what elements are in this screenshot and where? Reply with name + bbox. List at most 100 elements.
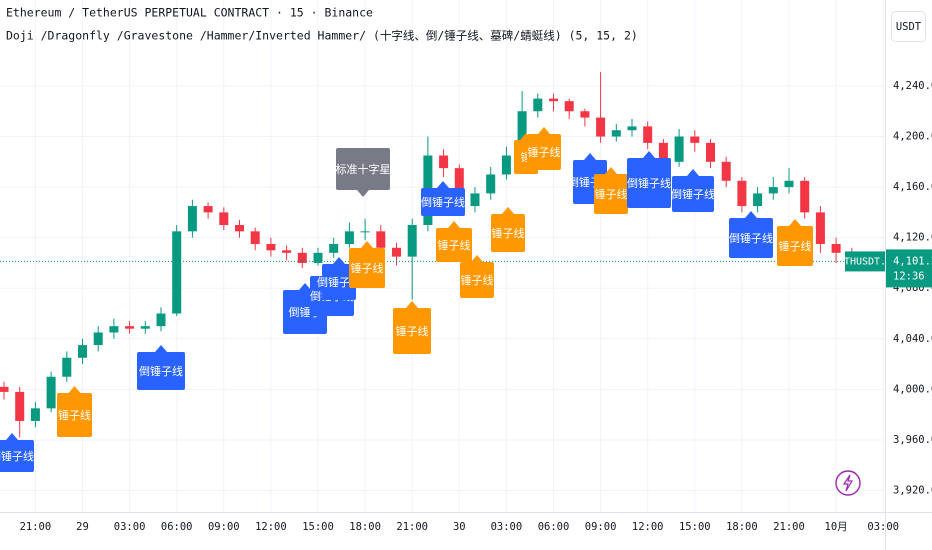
currency-button[interactable]	[891, 11, 926, 42]
candle-body	[376, 231, 386, 248]
pattern-label-box	[57, 393, 92, 437]
candle-body	[800, 180, 810, 213]
pattern-label-arrow	[155, 345, 167, 352]
pattern-label-text: 锤子线	[396, 324, 429, 338]
candle-body	[643, 126, 653, 143]
pattern-label-arrow	[643, 151, 655, 158]
pattern-label-text: 倒锤子线	[139, 364, 183, 378]
candle-body	[784, 180, 794, 188]
pattern-label: 倒锤子线	[0, 433, 34, 472]
x-tick-label: 15:00	[302, 521, 334, 533]
pattern-label-arrow	[584, 153, 596, 160]
pattern-label-box	[672, 176, 714, 212]
candle-body	[360, 231, 370, 233]
pattern-label: 标准十字星	[336, 148, 391, 197]
pattern-label-box	[777, 226, 813, 266]
pattern-label-arrow	[6, 433, 18, 440]
x-tick-label: 03:00	[491, 521, 523, 533]
candle-body	[46, 376, 56, 409]
pattern-label-text: 锤子线	[779, 239, 812, 253]
pattern-label: 锤子线	[527, 127, 561, 170]
pattern-label-text: 锤子线	[595, 187, 628, 201]
y-tick-label: 3,960.00	[893, 434, 932, 446]
pattern-label: 倒锤子线	[137, 345, 185, 390]
pattern-label-arrow	[437, 181, 449, 188]
pattern-label-box	[491, 214, 525, 252]
candle-body	[533, 98, 543, 112]
candle-body	[235, 225, 244, 232]
x-tick-label: 15:00	[679, 521, 711, 533]
pattern-label-arrow	[333, 257, 345, 264]
candle-body	[658, 142, 668, 162]
candle-body	[313, 252, 323, 263]
candle-body	[737, 180, 747, 207]
y-tick-label: 3,920.00	[893, 485, 932, 497]
pattern-label-text: 标准十字星	[336, 162, 391, 176]
candle-body	[690, 136, 700, 143]
candle-body	[706, 142, 715, 162]
pattern-label: 锤子线	[436, 221, 472, 262]
pattern-label-arrow	[448, 221, 460, 228]
pattern-label-box	[137, 352, 185, 390]
annotations: 倒锤子线锤子线倒锤子线倒锤子倒锤子线倒锤子线锤子线标准十字星倒锤子线锤子线锤子线…	[0, 127, 813, 472]
pattern-label-arrow	[471, 255, 483, 262]
x-tick-label: 03:00	[867, 521, 899, 533]
pattern-label-box	[627, 158, 671, 208]
candle-body	[62, 357, 72, 377]
pattern-label-arrow	[357, 190, 369, 197]
x-tick-label: 12:00	[632, 521, 664, 533]
candle-body	[125, 326, 135, 329]
candle-body	[407, 225, 417, 257]
y-tick-label: 4,160.00	[893, 181, 932, 193]
pattern-label-text: 锤子线	[461, 273, 494, 287]
pattern-label-arrow	[406, 301, 418, 308]
candle-body	[815, 212, 825, 244]
pattern-label-box	[349, 248, 385, 288]
candle-body	[517, 111, 527, 156]
pattern-label: 倒锤子线	[627, 151, 671, 208]
countdown: 12:36	[893, 270, 925, 282]
candle-body	[344, 231, 354, 244]
symbol-tag-bg	[845, 251, 885, 272]
y-tick-label: 4,200.00	[893, 131, 932, 143]
x-tick-label: 29	[76, 521, 89, 533]
pattern-label-arrow	[687, 169, 699, 176]
x-tick-label: 30	[453, 521, 466, 533]
x-tick-label: 18:00	[726, 521, 758, 533]
x-tick-label: 12:00	[255, 521, 287, 533]
candle-body	[329, 243, 339, 253]
candle-body	[753, 193, 763, 207]
pattern-label-arrow	[502, 207, 514, 214]
pattern-label: 倒锤子线	[729, 211, 773, 258]
pattern-label: 锤子线	[393, 301, 431, 354]
x-tick-label: 06:00	[161, 521, 193, 533]
candle-body	[0, 386, 9, 392]
pattern-label: 锤子线	[594, 167, 628, 214]
candle-body	[250, 231, 260, 244]
x-tick-label: 21:00	[773, 521, 805, 533]
alert-icon[interactable]	[835, 470, 861, 496]
pattern-label-box	[594, 174, 628, 214]
pattern-label: 锤子线	[777, 219, 813, 266]
x-tick-label: 09:00	[585, 521, 617, 533]
pattern-label: 倒锤子线	[671, 169, 715, 212]
candle-body	[172, 231, 182, 314]
pattern-label-arrow	[605, 167, 617, 174]
candle-body	[282, 250, 292, 253]
candle-body	[768, 187, 778, 194]
candle-body	[627, 126, 637, 131]
candle-body	[297, 252, 307, 263]
pattern-label-text: 倒锤子线	[0, 449, 34, 463]
x-tick-label: 03:00	[114, 521, 146, 533]
candle-body	[486, 174, 496, 194]
pattern-label-arrow	[299, 283, 311, 290]
pattern-label-box	[336, 148, 390, 190]
pattern-label-arrow	[361, 241, 373, 248]
symbol-tag: ETHUSDT.P	[838, 256, 892, 267]
candle-body	[596, 117, 606, 137]
pattern-label-box	[460, 262, 494, 298]
pattern-label-text: 锤子线	[58, 408, 91, 422]
candle-body	[831, 243, 841, 253]
